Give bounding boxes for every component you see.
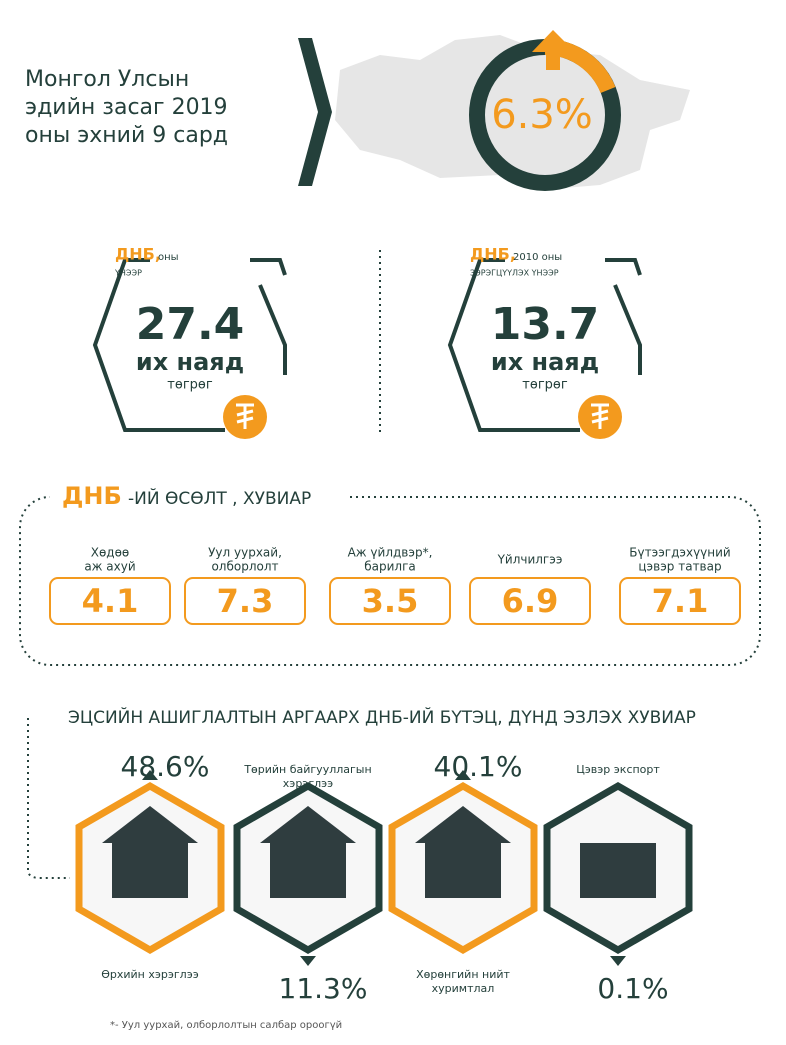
pointer (300, 956, 316, 966)
item-label: Цэвэр экспорт (576, 763, 660, 776)
sector-label: цэвэр татвар (638, 560, 721, 574)
value-box (184, 577, 306, 625)
icon-body (580, 843, 656, 898)
section-title: ЭЦСИЙН АШИГЛАЛТЫН АРГААРХ ДНБ-ИЙ БҮТЭЦ, … (68, 706, 696, 728)
value-box (469, 577, 591, 625)
card-value: 27.4 (136, 299, 245, 350)
sector-label: Уул уурхай, (208, 546, 282, 560)
chevron (298, 38, 332, 186)
sector-label: Бүтээгдэхүүний (629, 546, 730, 560)
value-box (619, 577, 741, 625)
sector-value: 3.5 (362, 582, 419, 620)
pointer (610, 956, 626, 966)
card-currency: төгрөг (167, 378, 213, 393)
sector-label: Хөдөө (91, 546, 130, 560)
footnote: *- Уул уурхай, олборлолтын салбар ороогү… (110, 1020, 342, 1031)
title-line: оны эхний 9 сард (25, 123, 228, 148)
item-label: Өрхийн хэрэглээ (101, 968, 199, 981)
up-arrow (532, 30, 575, 70)
value-box (329, 577, 451, 625)
item-value: 40.1% (434, 750, 523, 783)
tugrik-icon (591, 403, 609, 429)
item-value: 48.6% (121, 750, 210, 783)
card-note: ҮНЭЭР (114, 269, 142, 278)
card-unit: их наяд (136, 348, 244, 376)
card-note: 2010 оны (513, 252, 562, 263)
icon-roof (260, 806, 356, 843)
value-box (49, 577, 171, 625)
item-label: Хөрөнгийн нийт (416, 968, 510, 981)
section-title-highlight: ДНБ (62, 482, 122, 510)
sector-label: аж ахуй (84, 560, 135, 574)
tugrik-icon (236, 403, 254, 429)
sector-label: Аж үйлдвэр*, (348, 546, 433, 560)
sector-value: 4.1 (82, 582, 139, 620)
sector-label: барилга (364, 560, 416, 574)
title-line: эдийн засаг 2019 (25, 95, 228, 120)
sector-label: Үйлчилгээ (497, 553, 563, 567)
hexagon-frame (447, 258, 642, 432)
icon-body (112, 843, 188, 898)
title-line: Монгол Улсын (25, 67, 189, 92)
card-label: ДНБ, (115, 245, 161, 264)
icon-roof (102, 806, 198, 843)
connector (27, 718, 70, 879)
hexagon-frame (92, 258, 287, 432)
item-value: 11.3% (279, 972, 368, 1005)
sector-value: 7.3 (217, 582, 274, 620)
icon-body (270, 843, 346, 898)
sector-label: олборлолт (211, 560, 278, 574)
card-note: ЗЭРЭГЦҮҮЛЭХ ҮНЭЭР (470, 269, 559, 278)
item-label: Төрийн байгууллагын (243, 763, 371, 776)
card-note: оны (158, 252, 179, 263)
pointer (455, 770, 471, 780)
card-label: ДНБ, (470, 245, 516, 264)
pointer (142, 770, 158, 780)
item-value: 0.1% (597, 972, 668, 1005)
card-unit: их наяд (491, 348, 599, 376)
section-frame (19, 496, 761, 666)
item-label: хэрэглээ (283, 777, 333, 790)
card-currency: төгрөг (522, 378, 568, 393)
frame-mask (50, 480, 350, 514)
icon-body (425, 843, 501, 898)
sector-value: 6.9 (502, 582, 559, 620)
icon-roof (415, 806, 511, 843)
sector-value: 7.1 (652, 582, 709, 620)
growth-value: 6.3% (491, 92, 593, 138)
item-label: хуримтлал (432, 982, 495, 995)
card-value: 13.7 (491, 299, 600, 350)
section-title: -ИЙ ӨСӨЛТ , ХУВИАР (128, 487, 311, 509)
